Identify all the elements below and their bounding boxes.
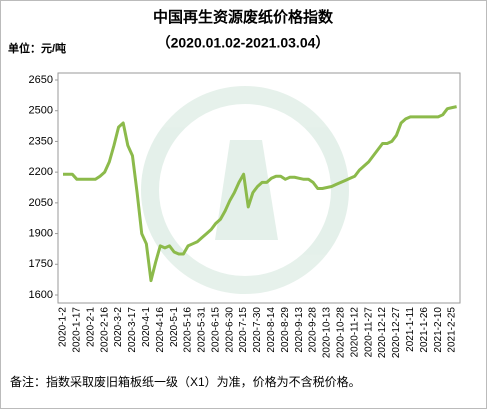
y-tick-label: 1900	[29, 227, 53, 239]
x-tick-label: 2020-12-12	[377, 307, 388, 359]
x-tick-label: 2021-2-25	[447, 307, 458, 353]
x-tick-label: 2020-6-30	[224, 307, 235, 353]
chart-subtitle: （2020.01.02-2021.03.04）	[157, 35, 330, 51]
x-tick-label: 2020-8-29	[280, 307, 291, 353]
x-tick-label: 2020-5-1	[169, 307, 180, 347]
y-tick-label: 2050	[29, 197, 53, 209]
x-tick-label: 2020-9-13	[294, 307, 305, 353]
x-tick-label: 2020-10-13	[322, 307, 333, 359]
y-tick-label: 2650	[29, 74, 53, 86]
x-tick-label: 2020-4-1	[141, 307, 152, 347]
y-tick-label: 2350	[29, 135, 53, 147]
y-tick-label: 1750	[29, 258, 53, 270]
x-tick-label: 2020-10-28	[336, 307, 347, 359]
x-tick-label: 2020-12-27	[391, 307, 402, 359]
chart-title: 中国再生资源废纸价格指数	[153, 8, 334, 26]
x-tick-label: 2020-3-17	[127, 307, 138, 353]
x-tick-label: 2020-2-1	[85, 307, 96, 347]
y-tick-label: 2200	[29, 166, 53, 178]
line	[63, 105, 457, 283]
x-tick-label: 2020-11-12	[349, 307, 360, 358]
x-tick-label: 2020-5-31	[197, 307, 208, 353]
y-tick-label: 1600	[29, 289, 53, 301]
x-tick-label: 2020-11-27	[363, 307, 374, 358]
note: 备注：指数采取废旧箱板纸一级（X1）为准，价格为不含税价格。	[10, 374, 361, 389]
y-tick-label: 2500	[29, 105, 53, 117]
x-tick-label: 2020-5-16	[183, 307, 194, 353]
x-tick-label: 2020-2-16	[99, 307, 110, 353]
x-tick-label: 2020-9-28	[308, 307, 319, 353]
x-tick-label: 2021-2-10	[433, 307, 444, 353]
x-tick-label: 2021-1-26	[419, 307, 430, 353]
x-tick-label: 2020-7-30	[252, 307, 263, 353]
x-tick-label: 2020-3-2	[113, 307, 124, 347]
x-tick-label: 2020-1-17	[72, 307, 83, 353]
x-tick-label: 2020-7-15	[238, 307, 249, 353]
x-tick-label: 2020-4-16	[155, 307, 166, 353]
x-tick-label: 2020-6-15	[210, 307, 221, 353]
unit-label: 单位：元/吨	[8, 41, 66, 55]
x-tick-label: 2020-8-14	[266, 307, 277, 353]
plot-border	[57, 72, 461, 304]
x-tick-label: 2020-1-2	[58, 307, 69, 347]
x-tick-label: 2021-1-11	[405, 307, 416, 352]
